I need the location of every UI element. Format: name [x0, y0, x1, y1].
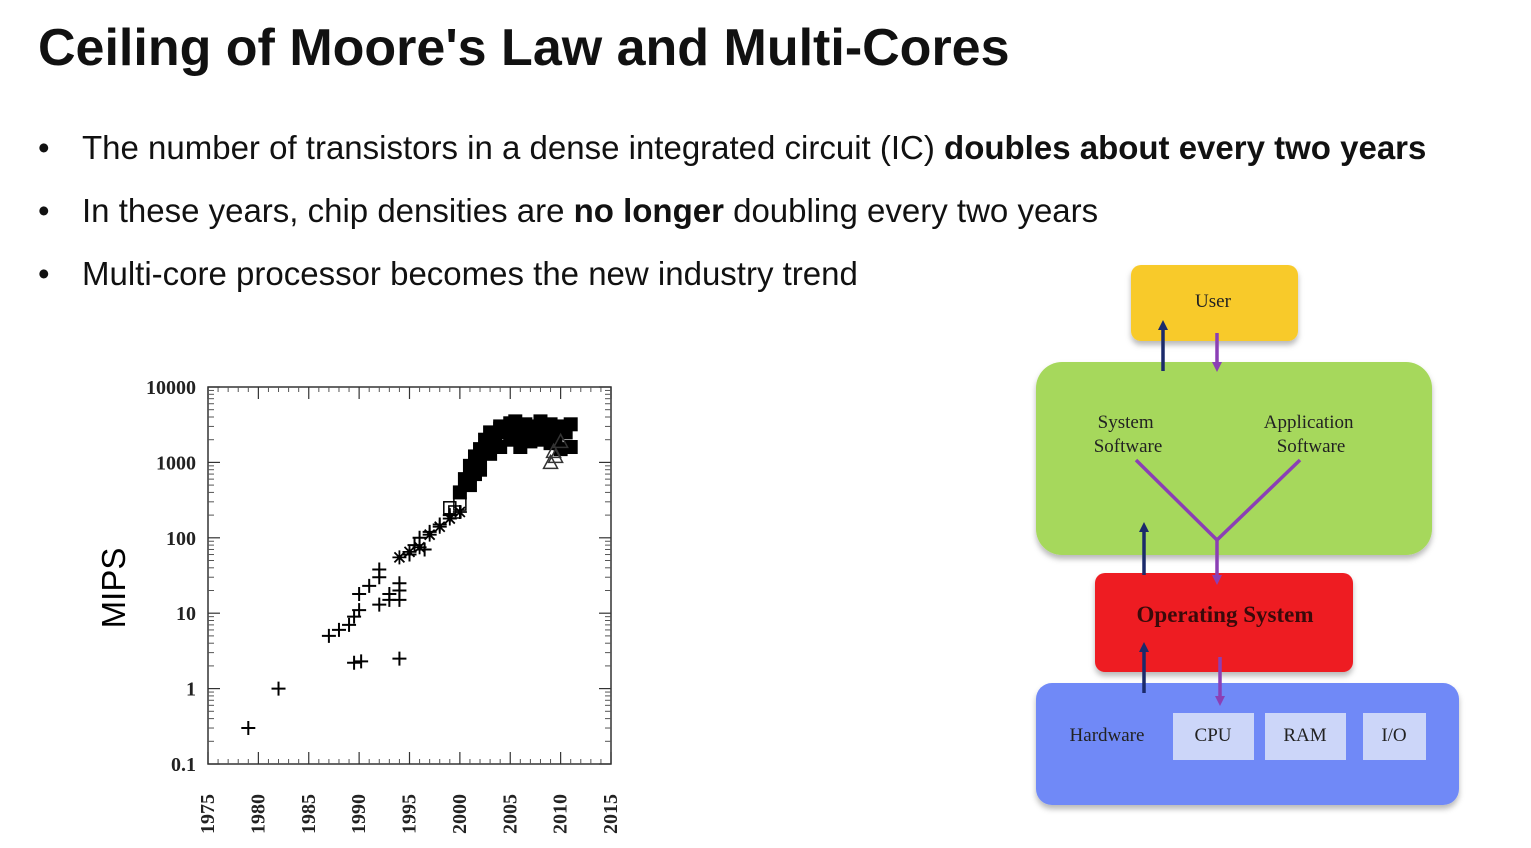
x-tick-label: 1980 [247, 794, 269, 834]
data-point-plus [331, 622, 346, 637]
x-tick-label: 2005 [499, 794, 521, 834]
data-point-plus [372, 597, 387, 612]
ram-box [1265, 713, 1346, 760]
data-point-square [513, 440, 528, 455]
y-tick-label: 10 [176, 603, 196, 625]
bullet-list: • The number of transistors in a dense in… [38, 125, 1426, 314]
arrow-system-software-to-join [1134, 458, 1219, 542]
data-point-plus [362, 578, 377, 593]
chart-points [241, 414, 578, 736]
y-tick-label: 0.1 [171, 754, 196, 776]
data-point-triangle [552, 432, 569, 449]
bullet-dot: • [38, 192, 50, 229]
y-tick-label: 1000 [156, 452, 196, 474]
data-point-square [563, 417, 578, 432]
data-point-plus [352, 603, 367, 618]
mips-scatter-chart: 1975 1980 1985 1990 1995 2000 2005 2010 2015 0.1 1… [95, 377, 622, 834]
data-point-square [462, 478, 477, 493]
bullet-item: • Multi-core processor becomes the new in… [38, 251, 1426, 314]
system-software-line-1: System [1098, 412, 1154, 433]
data-point-asterisk [412, 540, 427, 555]
data-point-plus [241, 721, 256, 736]
data-point-plus [392, 651, 407, 666]
y-tick-label: 100 [166, 528, 196, 550]
io-label: I/O [1381, 725, 1406, 746]
application-software-label: Application Software [1264, 412, 1358, 457]
user-label: User [1195, 291, 1232, 312]
system-software-label: System Software [1094, 412, 1163, 457]
arrow-application-software-to-join [1215, 458, 1302, 542]
bullet-bold-text: no longer [573, 192, 724, 229]
data-point-plus [271, 681, 286, 696]
x-tick-label: 1990 [348, 794, 370, 834]
data-point-plus [347, 655, 362, 670]
operating-system-label: Operating System [1137, 602, 1314, 627]
user-box [1131, 265, 1298, 341]
data-point-asterisk [402, 544, 417, 559]
bullet-text: Multi-core processor becomes the new ind… [82, 255, 858, 292]
hardware-label: Hardware [1070, 725, 1145, 746]
cpu-box [1173, 713, 1254, 760]
software-box [1036, 362, 1432, 555]
data-point-plus [372, 570, 387, 585]
data-point-asterisk [452, 504, 467, 519]
data-point-plus [352, 586, 367, 601]
x-tick-label: 2015 [600, 794, 622, 834]
os-layer-diagram: User System Software Application Softwar… [1036, 265, 1459, 805]
bullet-text: In these years, chip densities are [82, 192, 574, 229]
cpu-label: CPU [1195, 725, 1232, 746]
system-software-line-2: Software [1094, 436, 1163, 457]
io-box [1363, 713, 1426, 760]
y-tick-label: 1 [186, 679, 196, 701]
data-point-plus [321, 628, 336, 643]
data-point-asterisk [392, 550, 407, 565]
data-point-square-open [443, 501, 457, 515]
slide-title: Ceiling of Moore's Law and Multi-Cores [38, 19, 1010, 77]
application-software-line-1: Application [1264, 412, 1354, 433]
data-point-asterisk [422, 527, 437, 542]
data-point-asterisk [432, 519, 447, 534]
chart-y-axis-label: MIPS [95, 548, 132, 629]
x-tick-label: 1975 [197, 794, 219, 834]
bullet-bold-text: doubles about every two years [944, 129, 1427, 166]
data-point-plus [392, 592, 407, 607]
bullet-item: • The number of transistors in a dense in… [38, 125, 1426, 188]
application-software-line-2: Software [1277, 436, 1346, 457]
x-tick-label: 1985 [298, 794, 320, 834]
bullet-dot: • [38, 129, 50, 166]
x-tick-label: 2010 [550, 794, 572, 834]
data-point-triangle [547, 447, 564, 464]
data-point-plus [354, 654, 369, 669]
bullet-text: The number of transistors in a dense int… [82, 129, 945, 166]
chart-axes: 1975 1980 1985 1990 1995 2000 2005 2010 2015 0.1 1… [146, 377, 622, 834]
x-tick-label: 1995 [399, 794, 421, 834]
x-tick-label: 2000 [449, 794, 471, 834]
data-point-square [563, 440, 578, 455]
data-point-square-open [448, 505, 462, 519]
y-tick-label: 10000 [146, 377, 196, 399]
operating-system-box [1095, 573, 1353, 672]
bullet-item: • In these years, chip densities are no l… [38, 188, 1426, 251]
ram-label: RAM [1283, 725, 1326, 746]
data-point-plus [342, 617, 357, 632]
bullet-dot: • [38, 255, 50, 292]
bullet-text-suffix: doubling every two years [723, 192, 1099, 229]
data-point-square [473, 462, 488, 477]
